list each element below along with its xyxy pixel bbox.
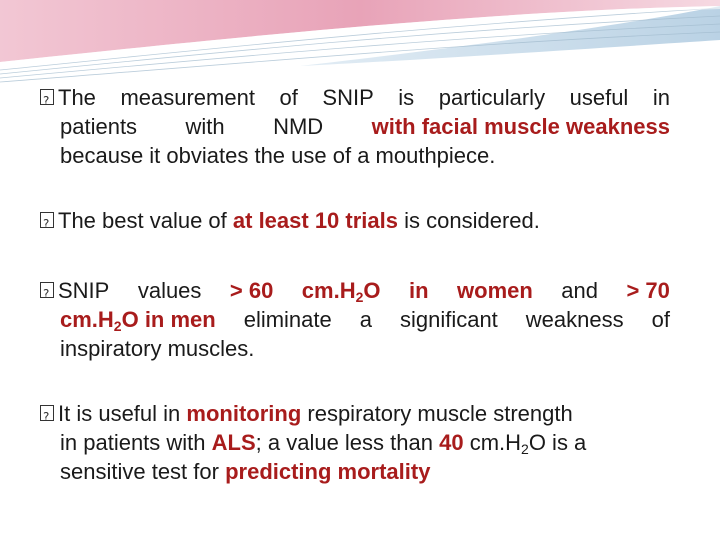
- bullet-line: It is useful in monitoring respiratory m…: [38, 399, 670, 432]
- subscript: 2: [113, 318, 122, 334]
- word: significant: [399, 307, 498, 332]
- body-text: The best value of: [58, 208, 233, 233]
- body-text: It is useful in: [58, 401, 187, 426]
- body-text: respiratory muscle strength: [301, 401, 573, 426]
- highlight-text: > 70: [626, 278, 670, 303]
- highlight-text: in: [408, 278, 429, 303]
- word: with: [185, 114, 225, 139]
- missing-glyph-box-icon: [40, 87, 54, 116]
- word: in: [652, 85, 670, 110]
- word: weakness: [525, 307, 624, 332]
- word: eliminate: [243, 307, 332, 332]
- word: is: [398, 85, 415, 110]
- body-text: ; a value less than: [255, 430, 440, 455]
- word: useful: [569, 85, 629, 110]
- highlight-text: with facial muscle weakness: [371, 114, 670, 139]
- word: The: [58, 85, 96, 110]
- highlight-text: women: [457, 278, 533, 303]
- bullet-line: because it obviates the use of a mouthpi…: [60, 143, 496, 168]
- subscript: 2: [355, 289, 364, 305]
- highlight-text: predicting mortality: [225, 459, 431, 484]
- word: particularly: [438, 85, 546, 110]
- bullet-line: The best value of at least 10 trials is …: [38, 206, 670, 239]
- highlight-text: cm.H2O: [302, 276, 381, 305]
- word: patients: [60, 114, 138, 139]
- header-pink-band: [0, 0, 720, 62]
- unit-text: cm.H: [463, 430, 522, 455]
- bullet-line: SNIP values > 60 cm.H2O in women and > 7…: [38, 276, 670, 309]
- highlight-text: cm.H2O in men: [60, 305, 216, 334]
- body-text: O is a: [528, 430, 587, 455]
- highlight-text: 40: [439, 430, 464, 455]
- body-text: in patients with: [60, 430, 212, 455]
- word: of: [279, 85, 298, 110]
- body-text: sensitive test for: [60, 459, 226, 484]
- body-text: is considered.: [398, 208, 540, 233]
- bullet-line: The measurement of SNIP is particularly …: [38, 83, 670, 116]
- bullet-snip-values: SNIP values > 60 cm.H2O in women and > 7…: [38, 276, 670, 363]
- highlight-text: > 60: [229, 278, 274, 303]
- word: a: [359, 307, 372, 332]
- bullet-line: inspiratory muscles.: [60, 336, 255, 361]
- bullet-snip-usefulness: The measurement of SNIP is particularly …: [38, 83, 670, 170]
- bullet-best-value: The best value of at least 10 trials is …: [38, 206, 670, 239]
- missing-glyph-box-icon: [40, 210, 54, 239]
- unit-text: cm.H: [301, 278, 356, 303]
- bullet-line: sensitive test for predicting mortality: [38, 457, 670, 486]
- highlight-text: monitoring: [186, 401, 302, 426]
- subscript: 2: [521, 441, 529, 457]
- unit-text: O in men: [121, 307, 216, 332]
- highlight-text: at least 10 trials: [232, 208, 398, 233]
- bullet-line: cm.H2O in men eliminate a significant we…: [38, 305, 670, 334]
- missing-glyph-box-icon: [40, 403, 54, 432]
- word: measurement: [120, 85, 255, 110]
- missing-glyph-box-icon: [40, 280, 54, 309]
- bullet-line: in patients with ALS; a value less than …: [38, 428, 670, 457]
- word: SNIP: [58, 278, 110, 303]
- header-stripes: [0, 7, 720, 83]
- word: of: [651, 307, 670, 332]
- header-decoration: [0, 0, 720, 83]
- bullet-line: patients with NMD with facial muscle wea…: [38, 112, 670, 141]
- word: NMD: [273, 114, 324, 139]
- unit-text: O: [363, 278, 381, 303]
- word: SNIP: [322, 85, 374, 110]
- word: and: [561, 278, 598, 303]
- word: values: [137, 278, 202, 303]
- highlight-text: ALS: [211, 430, 256, 455]
- unit-text: cm.H: [60, 307, 114, 332]
- bullet-monitoring-als: It is useful in monitoring respiratory m…: [38, 399, 670, 486]
